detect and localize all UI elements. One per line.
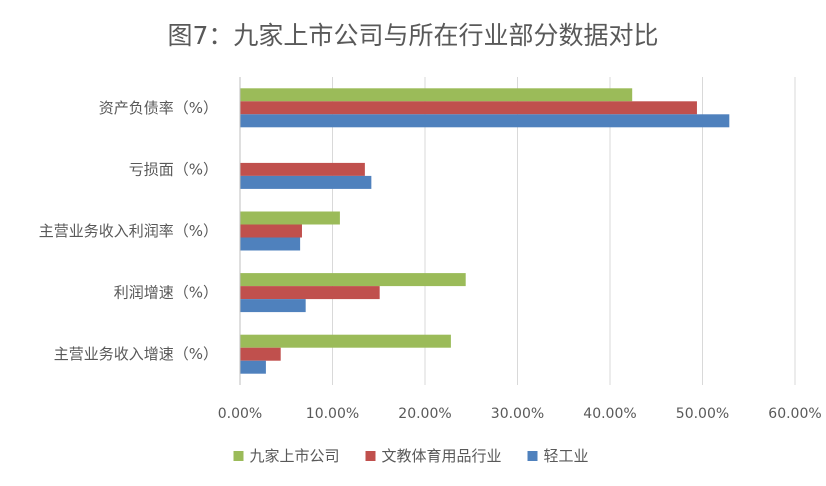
bar (240, 299, 306, 313)
legend: 九家上市公司 文教体育用品行业 轻工业 (233, 447, 589, 465)
bar (240, 162, 365, 176)
x-tick-label: 60.00% (768, 406, 821, 422)
x-tick-label: 40.00% (583, 406, 636, 422)
category-axis: 资产负债率（%） 亏损面（%） 主营业务收入利润率（%） 利润增速（%） 主营业务收入增… (39, 77, 241, 385)
category-label: 主营业务收入利润率（%） (39, 222, 218, 240)
bar (240, 334, 451, 348)
bar (240, 237, 301, 251)
x-tick-label: 10.00% (306, 406, 359, 422)
x-tick-label: 50.00% (676, 406, 729, 422)
x-tick-label: 0.00% (218, 406, 262, 422)
legend-swatch (527, 451, 538, 461)
bar (240, 286, 380, 300)
bar (240, 273, 466, 287)
category-label: 亏损面（%） (129, 160, 218, 178)
category-label: 利润增速（%） (114, 284, 218, 302)
bar (240, 347, 281, 361)
gridlines (239, 77, 796, 385)
bar (240, 114, 730, 128)
x-tick-label: 20.00% (398, 406, 451, 422)
legend-item: 九家上市公司 (233, 447, 340, 465)
bar (240, 175, 372, 189)
bar (240, 224, 302, 238)
category-label: 主营业务收入增速（%） (54, 345, 218, 363)
legend-label: 轻工业 (544, 447, 589, 465)
value-axis: 0.00% 10.00% 20.00% 30.00% 40.00% 50.00% 60.00… (218, 406, 822, 422)
legend-swatch (233, 451, 244, 461)
chart-title: 图7：九家上市公司与所在行业部分数据对比 (168, 21, 659, 50)
x-tick-label: 30.00% (491, 406, 544, 422)
category-label: 资产负债率（%） (99, 99, 218, 117)
bar (240, 101, 697, 115)
legend-label: 文教体育用品行业 (382, 447, 502, 465)
legend-label: 九家上市公司 (250, 447, 340, 465)
legend-item: 轻工业 (527, 447, 589, 465)
bar (240, 88, 633, 102)
bar (240, 360, 266, 374)
legend-item: 文教体育用品行业 (365, 447, 502, 465)
bars (240, 88, 730, 374)
legend-swatch (365, 451, 376, 461)
bar (240, 211, 340, 225)
